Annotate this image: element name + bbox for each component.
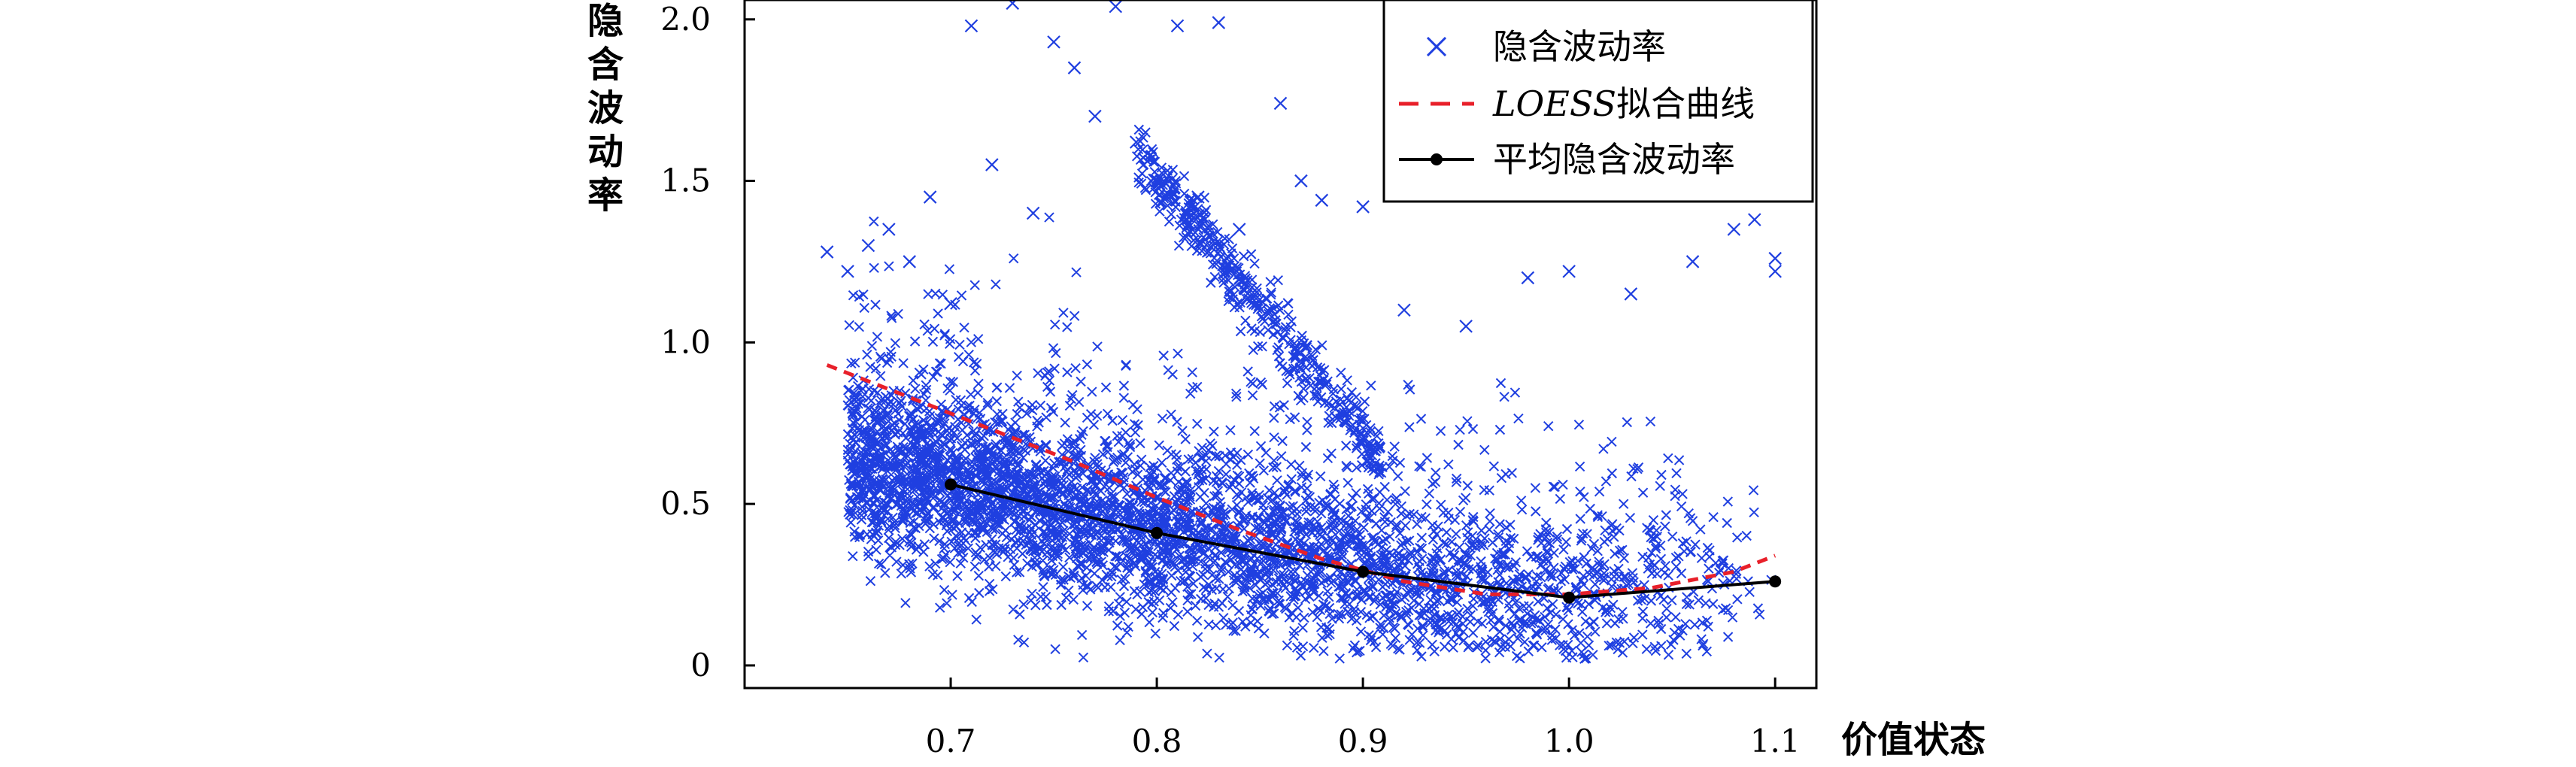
scatter-point — [882, 223, 896, 236]
scatter-point — [944, 297, 957, 311]
scatter-point — [1768, 251, 1782, 265]
scatter-points — [820, 0, 1782, 333]
legend-label-loess: LOESS拟合曲线 — [1492, 83, 1755, 124]
y-tick-label: 0 — [690, 647, 711, 684]
scatter-point — [1006, 0, 1020, 11]
scatter-point — [903, 255, 917, 268]
scatter-point — [964, 19, 979, 33]
scatter-point — [1273, 96, 1288, 111]
legend-item-scatter: 隐含波动率 — [1426, 26, 1666, 67]
legend-label-mean: 平均隐含波动率 — [1493, 139, 1735, 180]
scatter-cloud-marks — [842, 124, 1776, 664]
legend-label-loess-rest: 拟合曲线 — [1616, 83, 1755, 124]
scatter-point — [1047, 35, 1060, 49]
scatter-point — [1088, 109, 1102, 123]
y-axis-title: 隐含波动率 — [587, 0, 624, 217]
scatter-point — [1748, 213, 1761, 226]
y-tick-label: 1.5 — [660, 162, 711, 199]
scatter-point — [1459, 320, 1473, 333]
scatter-point — [1315, 193, 1329, 208]
scatter-point — [1129, 135, 1143, 149]
y-axis-title-char: 动 — [587, 131, 624, 173]
x-tick-label: 1.0 — [1544, 723, 1594, 759]
scatter-point — [820, 245, 834, 259]
scatter-point — [1109, 0, 1123, 14]
scatter-point — [1685, 255, 1700, 268]
scatter-point — [1727, 223, 1741, 236]
scatter-point — [1232, 223, 1246, 236]
legend-x-marker-icon — [1426, 36, 1447, 57]
scatter-point — [841, 265, 854, 278]
legend-x-marker — [1426, 36, 1447, 57]
scatter-point — [1170, 19, 1185, 33]
scatter-point — [1067, 61, 1082, 74]
x-axis-title: 价值状态 — [1841, 719, 1986, 761]
legend-item-mean: 平均隐含波动率 — [1399, 139, 1735, 180]
y-tick-label: 2.0 — [660, 1, 711, 38]
y-axis-title-char: 率 — [587, 174, 624, 217]
mean-point — [1769, 575, 1782, 588]
scatter-point — [1768, 265, 1782, 278]
legend-item-loess: LOESS拟合曲线 — [1399, 83, 1755, 124]
svg-text:隐含波动率: 隐含波动率 — [587, 0, 624, 217]
legend-dot-icon — [1431, 153, 1443, 165]
axes: 0.7 0.8 0.9 1.0 1.1 0 0.5 1.0 1.5 2.0 — [660, 1, 1800, 759]
scatter-point — [1026, 206, 1040, 220]
scatter-point — [1191, 190, 1205, 204]
scatter-point — [1294, 174, 1308, 188]
legend-box — [1382, 0, 1814, 203]
scatter-point — [1624, 287, 1638, 301]
x-tick-label: 0.8 — [1132, 723, 1182, 759]
legend: 隐含波动率 LOESS拟合曲线 平均隐含波动率 — [1382, 0, 1814, 203]
mean-point — [1357, 565, 1370, 578]
mean-point — [945, 478, 957, 491]
scatter-point — [1397, 303, 1411, 317]
y-axis-title-char: 含 — [587, 44, 624, 86]
loess-curve — [826, 363, 1776, 596]
scatter-point — [1521, 271, 1535, 285]
mean-point — [1563, 591, 1576, 604]
mean-point — [1151, 526, 1164, 539]
scatter-point — [1562, 265, 1576, 278]
scatter-point — [861, 238, 875, 253]
y-tick-label: 1.0 — [660, 323, 711, 360]
scatter-cloud — [842, 124, 1776, 664]
scatter-point — [1150, 174, 1164, 188]
scatter-point — [923, 190, 937, 204]
x-tick-label: 0.9 — [1338, 723, 1388, 759]
y-tick-label: 0.5 — [660, 485, 711, 522]
plot-frame — [743, 0, 1818, 690]
scatter-point — [985, 158, 999, 171]
y-axis-title-char: 波 — [587, 87, 624, 129]
x-tick-label: 1.1 — [1750, 723, 1801, 759]
y-axis-title-char: 隐 — [587, 0, 624, 42]
scatter-point — [1356, 200, 1370, 214]
scatter-point — [1212, 16, 1226, 29]
legend-label-scatter: 隐含波动率 — [1493, 26, 1666, 67]
x-tick-label: 0.7 — [926, 723, 976, 759]
series-lines — [826, 363, 1782, 604]
legend-label-loess-italic: LOESS — [1492, 83, 1616, 124]
